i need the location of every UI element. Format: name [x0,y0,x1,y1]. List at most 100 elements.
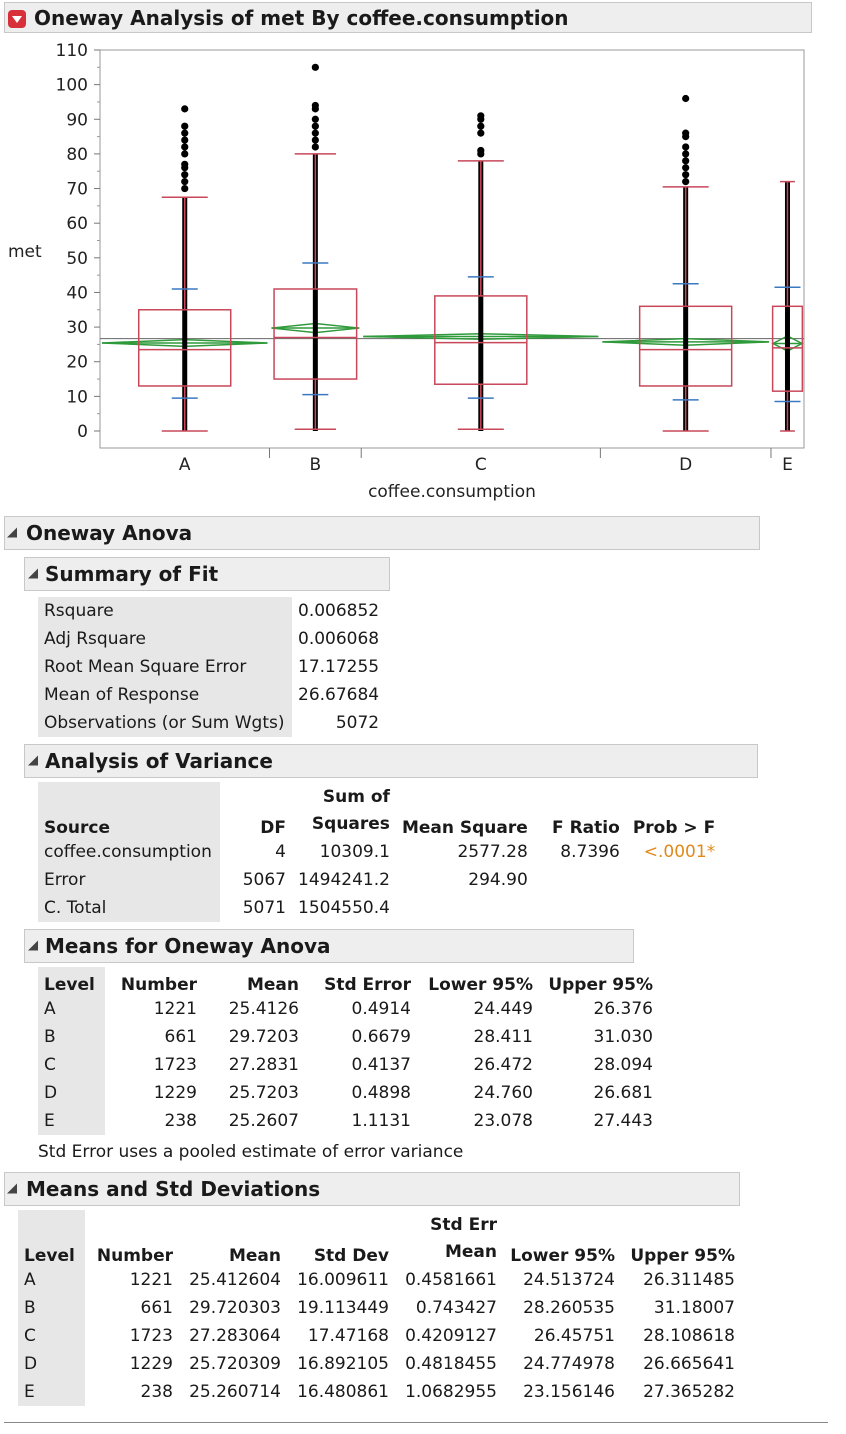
outlier-point [311,143,319,151]
y-tick-label: 60 [66,214,88,234]
y-tick-label: 40 [66,283,88,303]
msd-cell: 25.720309 [189,1354,281,1374]
anova-cell-source: Error [38,866,220,894]
outlier-point [682,171,690,179]
means-col-header: Upper 95% [548,975,653,995]
anova-row: C. Total 5071 1504550.4 [38,894,721,922]
means-col-header: Lower 95% [428,975,533,995]
means-cell: 24.449 [473,999,533,1019]
outlier-point [311,115,319,123]
msd-cell: 19.113449 [297,1298,389,1318]
msd-cell: 28.108618 [643,1326,735,1346]
anova-cell-p [626,866,721,894]
msd-cell: D [18,1350,85,1378]
means-footnote: Std Error uses a pooled estimate of erro… [38,1142,464,1162]
means-cell: 1723 [153,1055,197,1075]
oneway-anova-title: Oneway Anova [26,521,193,545]
disclosure-triangle-icon[interactable] [7,527,18,539]
means-oneway-header[interactable]: Means for Oneway Anova [24,929,634,963]
summary-value: 17.17255 [298,657,380,677]
summary-label: Root Mean Square Error [38,653,292,681]
means-std-title: Means and Std Deviations [26,1177,321,1201]
summary-row: Adj Rsquare 0.006068 [38,625,385,653]
means-cell: 0.6679 [351,1027,411,1047]
msd-col-sem-bottom: Mean [444,1242,497,1262]
means-cell: 28.094 [593,1055,653,1075]
msd-cell: 1229 [129,1354,173,1374]
msd-col-lower: Lower 95% [510,1246,615,1266]
oneway-chart: 0 10 20 30 40 50 60 70 80 90 100 110 met coffee.consu… [8,41,805,502]
means-cell: 27.2831 [228,1055,299,1075]
outlier-point [181,122,189,130]
anova-cell-ms: 2577.28 [457,842,528,862]
outlier-point [682,94,690,103]
disclosure-triangle-icon[interactable] [28,755,39,767]
summary-of-fit-header[interactable]: Summary of Fit [24,557,390,591]
msd-cell: 29.720303 [189,1298,281,1318]
means-cell: 1.1131 [351,1111,411,1131]
means-row: C 1723 27.2831 0.4137 26.472 28.094 [38,1051,659,1079]
msd-col-level: Level [18,1210,85,1266]
msd-cell: 23.156146 [523,1382,615,1402]
analysis-of-variance-header[interactable]: Analysis of Variance [24,744,758,778]
outlier-point [181,178,189,186]
msd-cell: E [18,1378,85,1406]
msd-cell: 16.480861 [297,1382,389,1402]
means-row: E 238 25.2607 1.1131 23.078 27.443 [38,1107,659,1135]
disclosure-triangle-icon[interactable] [7,1183,18,1195]
means-cell: 26.681 [593,1083,653,1103]
means-cell: B [38,1023,105,1051]
means-std-header[interactable]: Means and Std Deviations [4,1172,740,1206]
anova-cell-ss: 1494241.2 [298,870,390,890]
x-tick-label-c: C [475,455,487,475]
anova-cell-source: C. Total [38,894,220,922]
anova-col-f: F Ratio [552,818,620,838]
msd-cell: 1221 [129,1270,173,1290]
summary-label: Observations (or Sum Wgts) [38,709,292,737]
anova-col-ss-bottom: Squares [311,814,390,834]
msd-row: E 238 25.260714 16.480861 1.0682955 23.156146… [18,1378,741,1406]
x-tick-label-d: D [679,455,692,475]
means-cell: 0.4898 [351,1083,411,1103]
msd-row: A 1221 25.412604 16.009611 0.4581661 24.51372… [18,1266,741,1294]
means-cell: 1221 [153,999,197,1019]
outlier-point [682,178,690,186]
anova-col-ss-top: Sum of [322,787,390,807]
anova-cell-f: 8.7396 [560,842,620,862]
anova-cell-ss: 1504550.4 [298,898,390,918]
anova-cell-df: 5067 [242,870,286,890]
outlier-point [477,146,485,155]
y-tick-label: 100 [56,76,88,96]
outlier-point [181,150,189,158]
outlier-point [181,129,189,137]
means-cell: 26.376 [593,999,653,1019]
means-cell: 24.760 [473,1083,533,1103]
msd-cell: 26.45751 [533,1326,615,1346]
anova-row: Error 5067 1494241.2 294.90 [38,866,721,894]
msd-cell: 26.311485 [643,1270,735,1290]
summary-value: 26.67684 [298,685,380,705]
msd-cell: 16.892105 [297,1354,389,1374]
y-tick-label: 10 [66,387,88,407]
means-cell: 26.472 [473,1055,533,1075]
msd-cell: 238 [140,1382,173,1402]
msd-cell: 16.009611 [297,1270,389,1290]
means-cell: 29.7203 [228,1027,299,1047]
red-triangle-menu-icon[interactable] [8,10,26,28]
anova-cell-p [626,894,721,922]
msd-col-sem: Std Err Mean [395,1210,503,1266]
disclosure-triangle-icon[interactable] [28,568,39,580]
summary-of-fit-table: Rsquare 0.006852 Adj Rsquare 0.006068 Root M… [38,597,385,737]
y-tick-label: 70 [66,180,88,200]
msd-cell: 0.4581661 [405,1270,497,1290]
points-strip-a [182,197,188,431]
disclosure-triangle-icon[interactable] [28,940,39,952]
outlier-point [682,150,690,158]
msd-col-number: Number [96,1246,173,1266]
means-cell: 23.078 [473,1111,533,1131]
means-cell: 238 [164,1111,197,1131]
points-strip-b [312,153,318,431]
analysis-of-variance-title: Analysis of Variance [45,749,273,773]
x-axis-label: coffee.consumption [368,482,536,502]
oneway-anova-header[interactable]: Oneway Anova [4,516,760,550]
